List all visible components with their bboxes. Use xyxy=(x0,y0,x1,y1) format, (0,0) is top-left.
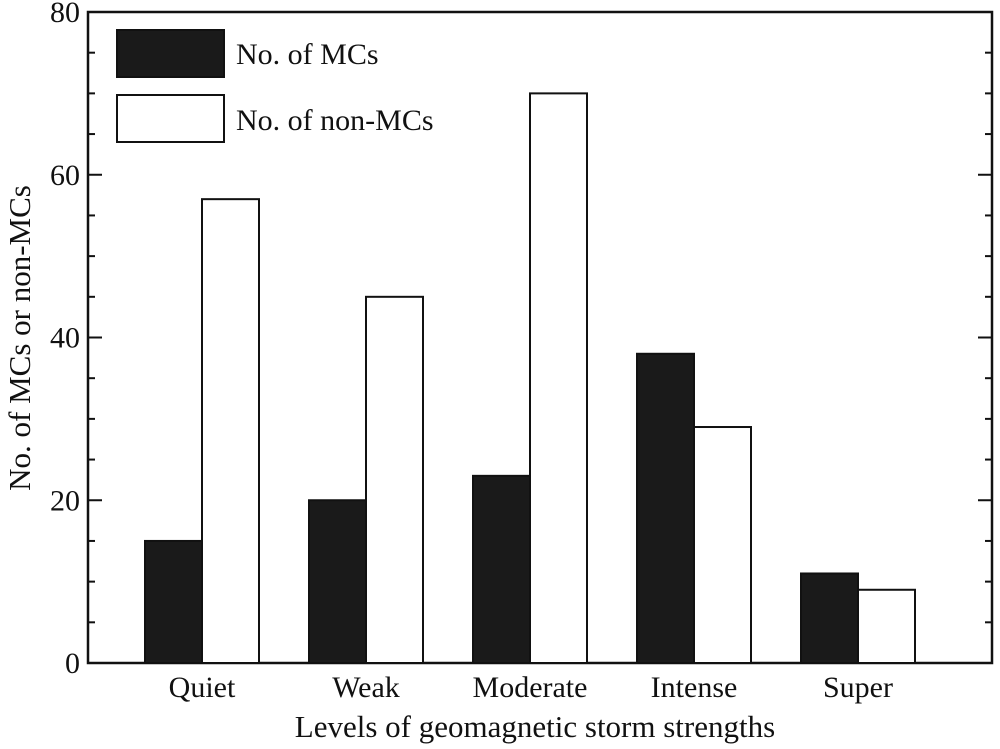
bar-non-mcs-moderate xyxy=(529,92,588,664)
x-axis-tick-labels: Quiet Weak Moderate Intense Super xyxy=(169,671,893,704)
x-tick-label: Super xyxy=(823,671,893,704)
bar-mcs-super xyxy=(800,572,859,664)
y-tick-label: 40 xyxy=(50,322,80,355)
y-tick-label: 80 xyxy=(50,0,80,29)
x-tick-label: Weak xyxy=(332,671,400,704)
legend: No. of MCs No. of non-MCs xyxy=(116,29,434,143)
y-tick-label: 60 xyxy=(50,159,80,192)
legend-swatch-non-mcs xyxy=(116,94,225,143)
bars xyxy=(144,92,916,665)
legend-label-mcs: No. of MCs xyxy=(236,38,379,71)
legend-label-non-mcs: No. of non-MCs xyxy=(236,104,434,137)
y-tick-label: 0 xyxy=(65,647,80,680)
y-axis-ticks: 0 20 40 60 80 xyxy=(50,0,992,680)
y-axis-title: No. of MCs or non-MCs xyxy=(2,185,37,491)
x-tick-label: Intense xyxy=(651,671,738,704)
bar-mcs-weak xyxy=(308,499,367,664)
bar-non-mcs-super xyxy=(857,588,916,665)
legend-swatch-mcs xyxy=(116,29,225,78)
bar-non-mcs-intense xyxy=(693,426,752,665)
bar-non-mcs-quiet xyxy=(201,198,260,664)
bar-mcs-moderate xyxy=(472,474,531,664)
bar-mcs-quiet xyxy=(144,539,203,664)
y-tick-label: 20 xyxy=(50,484,80,517)
x-tick-label: Moderate xyxy=(473,671,588,704)
bar-mcs-intense xyxy=(636,352,695,664)
x-axis-title: Levels of geomagnetic storm strengths xyxy=(295,709,775,744)
x-tick-label: Quiet xyxy=(169,671,236,704)
bar-non-mcs-weak xyxy=(365,295,424,664)
